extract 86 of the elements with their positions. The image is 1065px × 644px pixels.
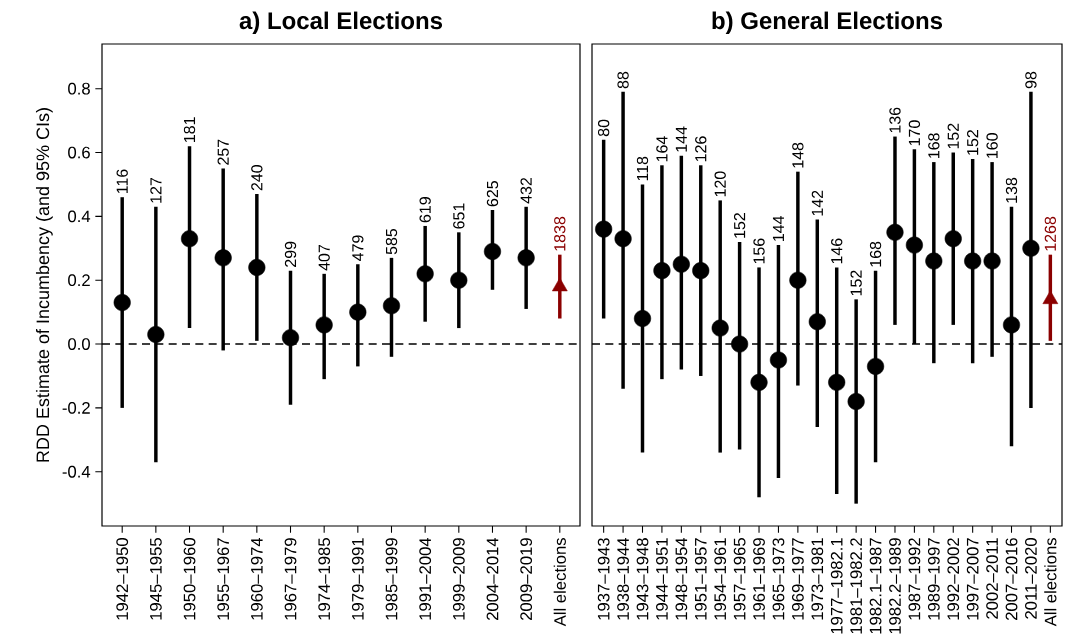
annotation: 142 <box>811 190 823 216</box>
x-tick-label: 1987–1992 <box>908 538 921 620</box>
annotation: 144 <box>675 126 687 152</box>
chart-title: a) Local Elections <box>239 11 443 34</box>
x-tick-label: 1991–2004 <box>419 537 432 620</box>
x-tick-label: 1944–1951 <box>656 538 668 620</box>
annotation: 88 <box>617 71 629 89</box>
x-tick-label: 1961–1969 <box>753 538 765 620</box>
x-tick-label: 2002–2011 <box>986 538 998 619</box>
x-tick-label: 1938–1944 <box>617 537 629 620</box>
annotation: 407 <box>318 245 330 271</box>
x-tick-label: 1967–1979 <box>284 538 297 620</box>
annotation: 126 <box>695 136 707 162</box>
chart-title: b) General Elections <box>712 11 943 34</box>
annotation: 152 <box>947 123 959 149</box>
x-tick-label: 1957–1965 <box>733 538 746 620</box>
annotation: 148 <box>792 142 804 168</box>
x-tick-label: 1982.2–1989 <box>889 538 901 634</box>
x-tick-label: 1965–1973 <box>772 538 785 620</box>
annotation: 116 <box>116 169 128 194</box>
x-tick-label: 1974–1985 <box>318 538 331 620</box>
annotation: 432 <box>520 177 532 204</box>
annotation: 164 <box>656 136 668 162</box>
annotation: 619 <box>419 197 431 223</box>
annotation: 625 <box>486 181 499 207</box>
x-tick-label: 2004–2014 <box>486 537 499 620</box>
x-tick-label: 2011–2020 <box>1025 538 1037 619</box>
y-tick-label: 0.8 <box>68 82 90 95</box>
y-tick-label: 0.6 <box>68 146 90 159</box>
x-tick-label: All elections <box>1044 538 1057 627</box>
annotation: 479 <box>352 235 364 261</box>
x-tick-label: 2007–2016 <box>1005 538 1018 620</box>
x-tick-label: 1982.1–1987 <box>869 538 882 634</box>
x-tick-label: 1992–2002 <box>947 538 960 620</box>
annotation: 120 <box>714 171 726 197</box>
x-tick-label: 1981–1982.2 <box>850 538 863 634</box>
x-tick-label: 1937–1943 <box>597 538 610 620</box>
x-tick-label: 1942–1950 <box>116 538 129 620</box>
annotation: 168 <box>928 133 940 158</box>
annotation: 80 <box>598 119 610 137</box>
annotation: 152 <box>850 270 862 296</box>
annotation: 136 <box>889 107 901 133</box>
x-tick-label: 1951–1957 <box>694 538 707 620</box>
annotation: 181 <box>183 117 196 142</box>
annotation: 156 <box>753 238 765 264</box>
y-tick-label: -0.4 <box>62 465 91 478</box>
annotation: 240 <box>251 165 263 191</box>
x-tick-label: 1950–1960 <box>183 538 196 620</box>
x-tick-label: 1979–1991 <box>351 538 364 620</box>
y-tick-label: 0.2 <box>68 274 90 287</box>
annotation: 138 <box>1005 177 1018 203</box>
x-tick-label: 1943–1948 <box>636 538 649 620</box>
annotation: 585 <box>385 228 398 255</box>
annotation: 651 <box>453 203 465 229</box>
x-tick-label: 1973–1981 <box>811 538 824 620</box>
x-tick-label: 1977–1982.1 <box>830 538 843 634</box>
x-tick-label: 1954–1961 <box>714 538 727 620</box>
y-axis-title: RDD Estimate of Incumbency (and 95% CIs) <box>35 108 53 462</box>
x-tick-label: 1997–2007 <box>966 538 979 620</box>
x-tick-label: 1969–1977 <box>791 538 804 620</box>
x-tick-label: 1948–1954 <box>675 537 688 620</box>
annotation: 257 <box>217 139 229 165</box>
x-tick-label: 1985–1999 <box>385 538 398 620</box>
annotation: 170 <box>908 120 921 146</box>
x-tick-label: 1989–1997 <box>927 538 940 620</box>
annotation: 118 <box>636 156 649 181</box>
y-tick-label: -0.2 <box>62 402 90 414</box>
annotation: 144 <box>772 215 784 241</box>
annotation: 152 <box>967 130 979 155</box>
annotation: 152 <box>733 213 746 238</box>
annotation: 1838 <box>554 216 566 251</box>
annotation: 168 <box>869 241 882 267</box>
annotation: 1268 <box>1044 216 1056 251</box>
annotation: 146 <box>831 238 843 264</box>
x-tick-label: 1955–1967 <box>217 538 230 620</box>
annotation: 98 <box>1025 71 1037 89</box>
x-tick-label: 1999–2009 <box>452 538 465 620</box>
annotation: 127 <box>150 177 162 203</box>
x-tick-label: 1945–1955 <box>149 538 162 620</box>
y-tick-label: 0.4 <box>68 210 91 223</box>
annotation: 299 <box>284 241 297 267</box>
x-tick-label: All elections <box>553 538 566 627</box>
annotation: 160 <box>986 133 998 158</box>
x-tick-label: 1960–1974 <box>250 537 263 620</box>
x-tick-label: 2009–2019 <box>520 538 533 620</box>
y-tick-label: 0.0 <box>68 338 90 350</box>
